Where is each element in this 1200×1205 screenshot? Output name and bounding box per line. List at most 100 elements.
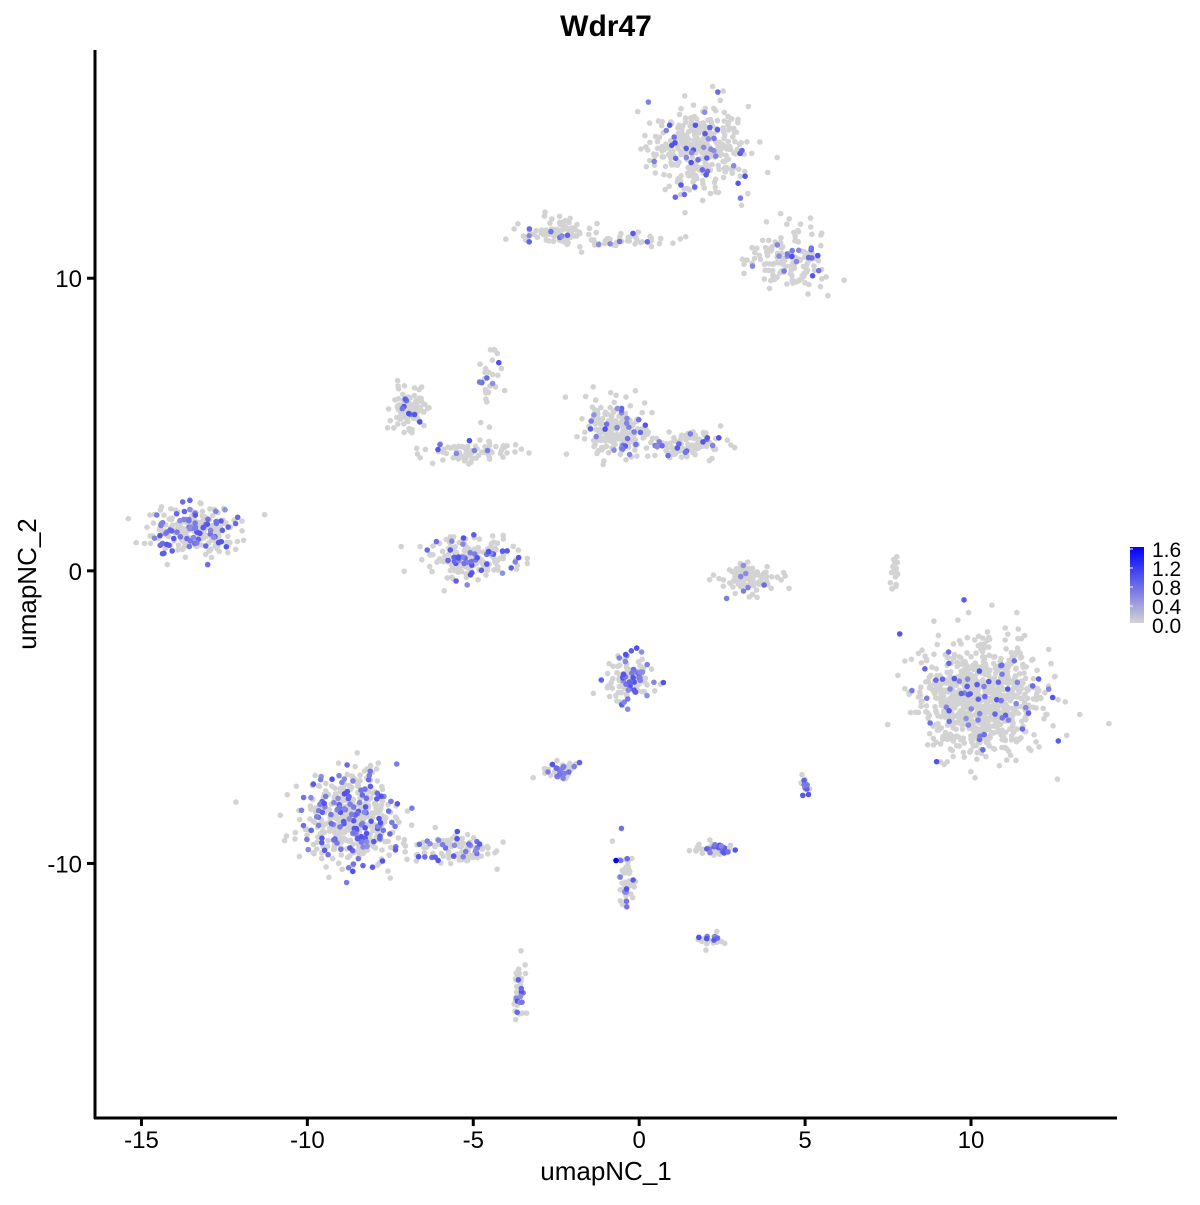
cell-point (730, 134, 736, 140)
cell-point (955, 714, 961, 721)
cell-point (980, 747, 986, 753)
cell-point (802, 280, 808, 286)
cell-point (732, 847, 738, 853)
cell-point (927, 720, 933, 726)
cell-point (449, 835, 456, 842)
cell-point (486, 438, 492, 445)
cell-point (707, 837, 713, 843)
cell-point (335, 795, 341, 802)
cell-point (765, 246, 772, 252)
cell-point (394, 414, 400, 421)
cell-point (1025, 687, 1031, 694)
cell-point (491, 567, 497, 573)
cell-point (964, 676, 971, 682)
cell-point (373, 766, 380, 772)
cell-point (741, 270, 747, 277)
cell-point (690, 102, 697, 108)
cell-point (416, 841, 423, 848)
cell-point (808, 245, 815, 251)
cell-point (358, 821, 365, 828)
cell-point (1003, 729, 1009, 735)
cell-point (937, 741, 944, 747)
cell-point (328, 811, 334, 818)
cell-point (141, 540, 148, 547)
cell-point (1012, 650, 1019, 656)
cell-point (515, 977, 522, 983)
cell-point (737, 195, 744, 201)
cell-point (483, 572, 489, 578)
cell-point (730, 162, 737, 169)
cell-point (495, 372, 501, 379)
cell-point (394, 403, 401, 410)
cell-point (946, 718, 952, 725)
cell-point (448, 562, 455, 569)
cell-point (358, 833, 365, 840)
cell-point (1031, 732, 1037, 738)
cell-point (168, 506, 174, 512)
cell-point (934, 641, 940, 648)
cell-point (617, 435, 623, 442)
cell-point (950, 720, 957, 727)
cell-point (800, 263, 807, 270)
cell-point (807, 224, 814, 230)
x-tick-label: -15 (124, 1127, 159, 1154)
cell-point (314, 834, 321, 840)
cell-point (444, 575, 451, 581)
cell-point (978, 727, 984, 733)
cell-point (624, 904, 630, 910)
cell-point (261, 511, 268, 518)
cell-point (602, 437, 609, 444)
cell-point (1003, 646, 1009, 652)
cell-point (918, 660, 925, 666)
cell-point (974, 689, 981, 696)
cell-point (587, 426, 594, 432)
cell-point (701, 109, 708, 116)
cell-point (388, 798, 394, 805)
cell-point (432, 824, 439, 831)
cell-point (336, 772, 342, 779)
cell-point (1048, 660, 1054, 667)
cell-point (526, 239, 532, 245)
cell-point (277, 812, 284, 819)
cell-point (281, 837, 288, 844)
cell-point (789, 247, 795, 254)
cell-point (1002, 737, 1009, 743)
cell-point (399, 405, 406, 412)
cell-point (644, 147, 651, 153)
cell-point (147, 540, 154, 547)
cell-point (385, 868, 391, 874)
cell-point (725, 849, 731, 855)
cell-point (924, 695, 930, 701)
cell-point (331, 799, 337, 806)
cell-point (376, 815, 382, 822)
cell-point (479, 449, 485, 455)
cell-point (956, 743, 963, 749)
cell-point (631, 884, 637, 890)
cell-point (467, 852, 474, 859)
cell-point (674, 162, 681, 168)
cell-point (386, 852, 393, 858)
cell-point (618, 825, 625, 832)
cell-point (392, 814, 399, 820)
cell-point (329, 783, 335, 789)
cell-point (370, 827, 376, 834)
cell-point (982, 671, 989, 678)
cell-point (815, 258, 822, 264)
cell-point (646, 157, 653, 164)
cell-point (624, 237, 631, 244)
cell-point (604, 685, 611, 691)
cell-point (723, 152, 729, 159)
cell-point (1021, 670, 1027, 676)
cell-point (198, 542, 205, 548)
cell-point (325, 837, 331, 844)
cell-point (329, 776, 335, 782)
cell-point (514, 1009, 520, 1016)
cell-point (607, 236, 613, 242)
cell-point (341, 776, 348, 782)
cell-point (715, 189, 722, 196)
cell-point (692, 451, 698, 458)
cell-point (347, 845, 353, 851)
cell-point (199, 508, 206, 515)
cell-point (723, 157, 729, 164)
cell-point (345, 854, 351, 861)
